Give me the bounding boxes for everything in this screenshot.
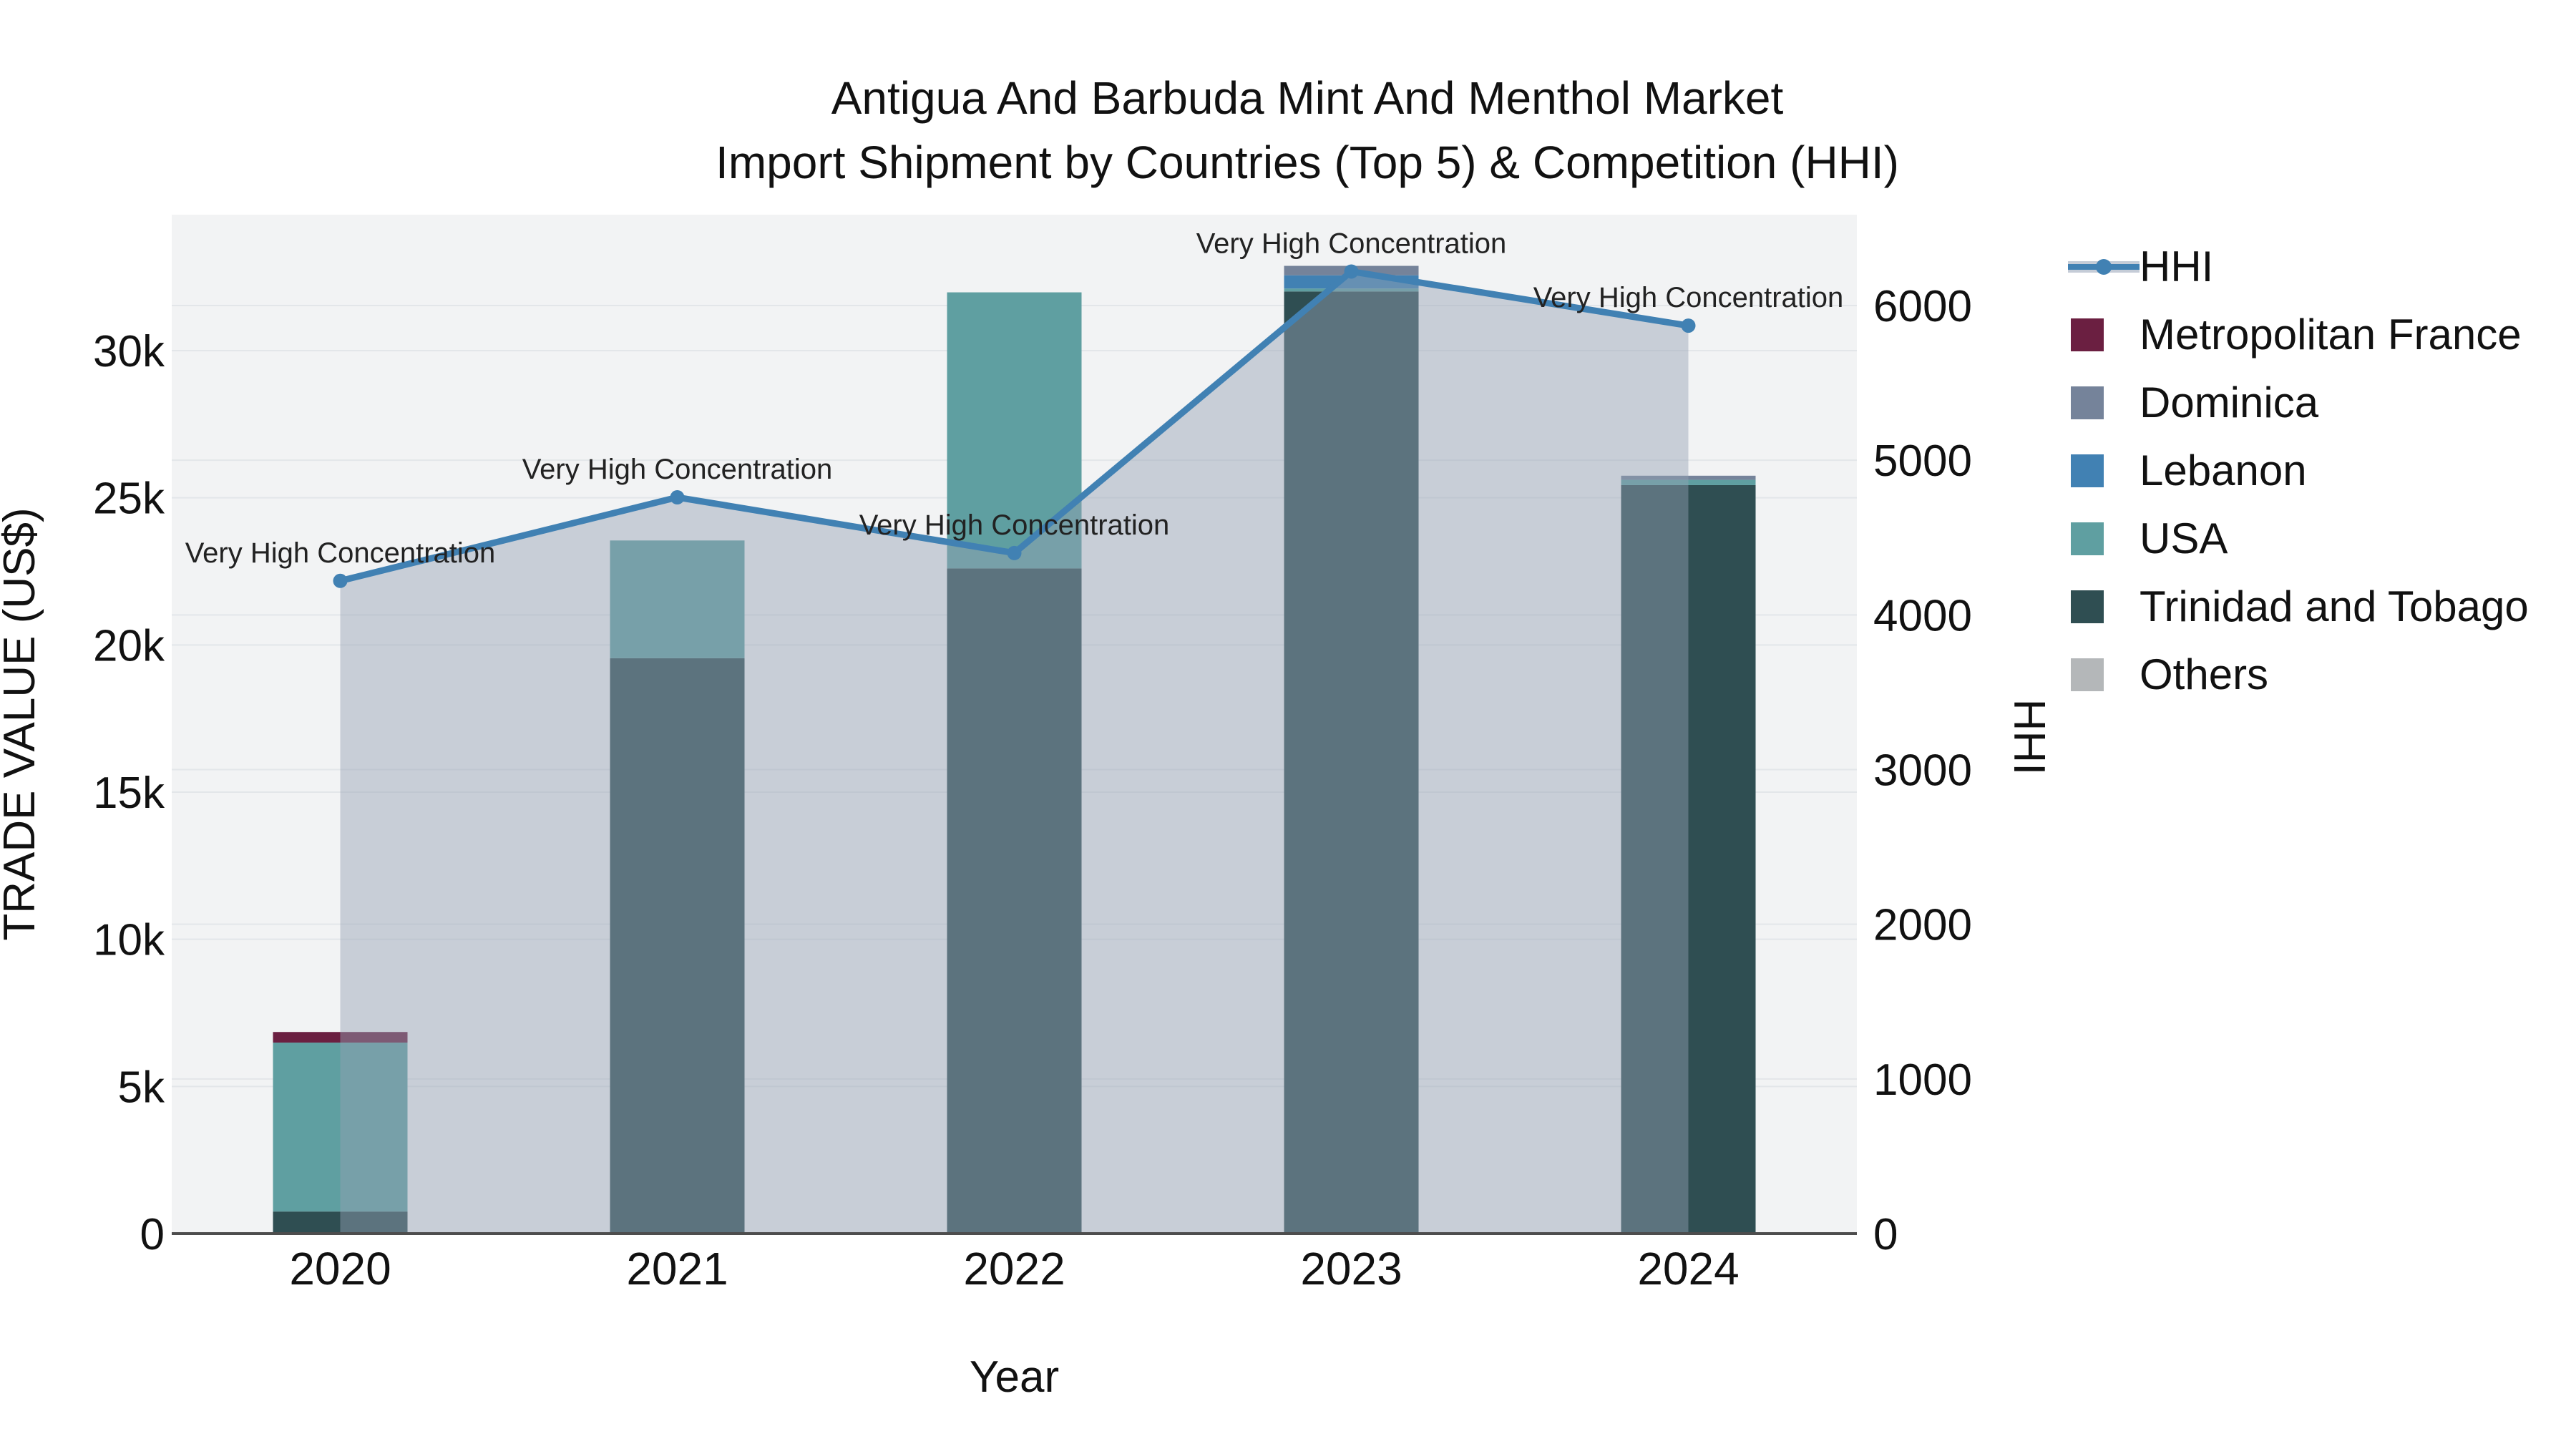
legend-label: Metropolitan France — [2140, 311, 2522, 358]
y-left-tick-label: 10k — [93, 916, 165, 965]
y-left-tick-label: 25k — [93, 474, 165, 524]
legend-item-dominica[interactable]: Dominica — [2068, 369, 2529, 436]
bar-segment-trinidad-and-tobago — [947, 568, 1082, 1234]
annotation-2022: Very High Concentration — [859, 509, 1170, 541]
hhi-area-fill — [340, 271, 1689, 1234]
legend-label: Others — [2140, 650, 2269, 698]
legend-swatch-icon — [2068, 318, 2140, 351]
y-right-tick-label: 0 — [1873, 1210, 1898, 1259]
x-tick-label-2023: 2023 — [1300, 1243, 1402, 1294]
y-right-tick-label: 5000 — [1873, 436, 1972, 486]
y-right-tick-label: 4000 — [1873, 591, 1972, 640]
bar-segment-usa — [1284, 288, 1419, 292]
legend-item-lebanon[interactable]: Lebanon — [2068, 436, 2529, 504]
legend: HHI Metropolitan France Dominica Lebanon USA… — [2068, 233, 2529, 708]
bar-segment-trinidad-and-tobago — [1621, 484, 1756, 1234]
legend-label: USA — [2140, 514, 2228, 562]
legend-label: Lebanon — [2140, 447, 2307, 494]
chart-title: Antigua And Barbuda Mint And Menthol Mar… — [716, 66, 1899, 195]
x-axis-title: Year — [970, 1352, 1059, 1402]
legend-color-swatch — [2071, 658, 2104, 691]
hhi-marker-2020 — [333, 573, 348, 588]
bar-segment-usa — [1621, 479, 1756, 485]
legend-swatch-icon — [2068, 386, 2140, 419]
bar-segment-trinidad-and-tobago — [1284, 291, 1419, 1234]
bar-segment-usa — [947, 292, 1082, 569]
y-right-tick-label: 3000 — [1873, 746, 1972, 796]
annotation-2023: Very High Concentration — [1196, 228, 1507, 259]
y-right-axis-title: HHI — [2004, 699, 2054, 776]
y-left-axis-title: TRADE VALUE (US$) — [0, 507, 44, 940]
hhi-marker-2021 — [670, 490, 685, 505]
y-left-tick-label: 0 — [140, 1210, 165, 1259]
bar-segment-trinidad-and-tobago — [273, 1211, 408, 1234]
chart-title-line2: Import Shipment by Countries (Top 5) & C… — [716, 137, 1899, 188]
legend-label: Dominica — [2140, 379, 2319, 426]
legend-label: HHI — [2140, 243, 2214, 291]
annotation-2021: Very High Concentration — [522, 454, 833, 485]
legend-swatch-icon — [2068, 454, 2140, 487]
y-right-tick-label: 1000 — [1873, 1055, 1972, 1105]
legend-color-swatch — [2071, 318, 2104, 351]
y-left-tick-label: 30k — [93, 327, 165, 376]
legend-color-swatch — [2071, 454, 2104, 487]
hhi-marker-2023 — [1344, 264, 1359, 279]
bar-segment-dominica — [1621, 475, 1756, 480]
legend-swatch-icon — [2068, 590, 2140, 623]
y-left-tick-label: 15k — [93, 769, 165, 818]
legend-color-swatch — [2071, 590, 2104, 623]
y-right-tick-label: 2000 — [1873, 901, 1972, 950]
bar-segment-metropolitan-france — [273, 1032, 408, 1043]
hhi-marker-2022 — [1007, 545, 1022, 560]
x-tick-label-2020: 2020 — [289, 1243, 391, 1294]
bar-segment-usa — [610, 540, 745, 658]
x-tick-label-2024: 2024 — [1637, 1243, 1739, 1294]
chart-title-line1: Antigua And Barbuda Mint And Menthol Mar… — [831, 72, 1784, 124]
hhi-marker-2024 — [1681, 318, 1696, 333]
bar-segment-trinidad-and-tobago — [610, 658, 745, 1234]
x-tick-label-2022: 2022 — [963, 1243, 1065, 1294]
x-tick-label-2021: 2021 — [626, 1243, 728, 1294]
bar-segment-usa — [273, 1043, 408, 1212]
y-left-tick-label: 5k — [118, 1063, 165, 1112]
legend-label: Trinidad and Tobago — [2140, 582, 2529, 630]
annotation-2024: Very High Concentration — [1533, 282, 1844, 313]
hhi-line-sample — [2068, 258, 2140, 275]
y-right-tick-label: 6000 — [1873, 282, 1972, 331]
legend-item-trinidad-and-tobago[interactable]: Trinidad and Tobago — [2068, 572, 2529, 640]
legend-line-sample-icon — [2068, 251, 2140, 283]
legend-swatch-icon — [2068, 658, 2140, 691]
legend-item-usa[interactable]: USA — [2068, 504, 2529, 572]
y-left-tick-label: 20k — [93, 621, 165, 670]
legend-item-others[interactable]: Others — [2068, 640, 2529, 708]
legend-color-swatch — [2071, 522, 2104, 555]
legend-swatch-icon — [2068, 522, 2140, 555]
legend-item-hhi[interactable]: HHI — [2068, 233, 2529, 301]
legend-color-swatch — [2071, 386, 2104, 419]
legend-item-metropolitan-france[interactable]: Metropolitan France — [2068, 301, 2529, 369]
annotation-2020: Very High Concentration — [185, 537, 496, 569]
